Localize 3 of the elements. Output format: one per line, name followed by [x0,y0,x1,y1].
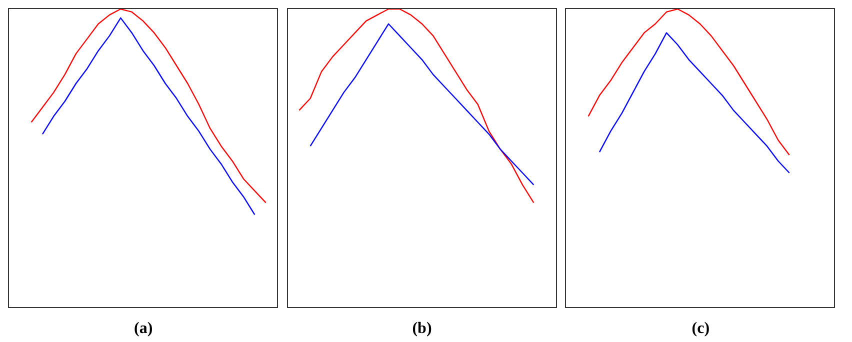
text: (a) [133,320,154,338]
text: (b) [411,320,433,338]
text: (c) [690,320,711,338]
